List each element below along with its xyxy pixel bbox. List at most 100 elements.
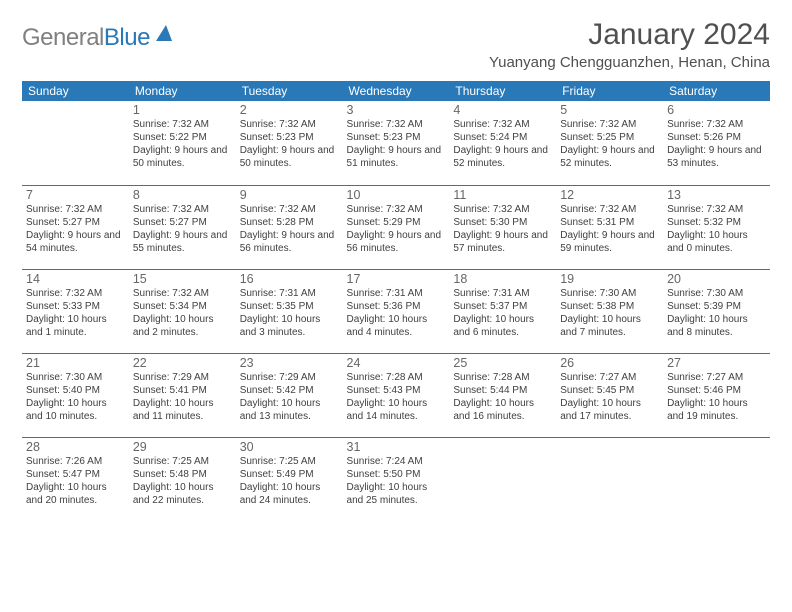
sunrise-line: Sunrise: 7:32 AM — [667, 118, 766, 131]
daylight-line: Daylight: 10 hours and 13 minutes. — [240, 397, 339, 423]
sunset-line: Sunset: 5:49 PM — [240, 468, 339, 481]
sunset-line: Sunset: 5:43 PM — [347, 384, 446, 397]
calendar-table: SundayMondayTuesdayWednesdayThursdayFrid… — [22, 81, 770, 521]
daylight-line: Daylight: 9 hours and 59 minutes. — [560, 229, 659, 255]
calendar-row: 28Sunrise: 7:26 AMSunset: 5:47 PMDayligh… — [22, 437, 770, 521]
calendar-cell: 3Sunrise: 7:32 AMSunset: 5:23 PMDaylight… — [343, 101, 450, 185]
sunrise-line: Sunrise: 7:32 AM — [560, 203, 659, 216]
calendar-header-row: SundayMondayTuesdayWednesdayThursdayFrid… — [22, 81, 770, 101]
sunset-line: Sunset: 5:41 PM — [133, 384, 232, 397]
calendar-cell: 26Sunrise: 7:27 AMSunset: 5:45 PMDayligh… — [556, 353, 663, 437]
sunrise-line: Sunrise: 7:32 AM — [133, 287, 232, 300]
calendar-cell: 21Sunrise: 7:30 AMSunset: 5:40 PMDayligh… — [22, 353, 129, 437]
daylight-line: Daylight: 10 hours and 22 minutes. — [133, 481, 232, 507]
day-number: 25 — [453, 356, 552, 370]
logo: GeneralBlue — [22, 18, 176, 52]
daylight-line: Daylight: 9 hours and 53 minutes. — [667, 144, 766, 170]
sunset-line: Sunset: 5:48 PM — [133, 468, 232, 481]
calendar-row: 21Sunrise: 7:30 AMSunset: 5:40 PMDayligh… — [22, 353, 770, 437]
calendar-cell — [663, 437, 770, 521]
daylight-line: Daylight: 10 hours and 11 minutes. — [133, 397, 232, 423]
sunrise-line: Sunrise: 7:30 AM — [26, 371, 125, 384]
day-number: 7 — [26, 188, 125, 202]
day-number: 23 — [240, 356, 339, 370]
sunset-line: Sunset: 5:46 PM — [667, 384, 766, 397]
sunrise-line: Sunrise: 7:29 AM — [133, 371, 232, 384]
sunrise-line: Sunrise: 7:32 AM — [133, 203, 232, 216]
daylight-line: Daylight: 9 hours and 50 minutes. — [133, 144, 232, 170]
sunrise-line: Sunrise: 7:29 AM — [240, 371, 339, 384]
sunset-line: Sunset: 5:24 PM — [453, 131, 552, 144]
logo-text-blue: Blue — [104, 24, 150, 52]
calendar-cell: 19Sunrise: 7:30 AMSunset: 5:38 PMDayligh… — [556, 269, 663, 353]
day-number: 8 — [133, 188, 232, 202]
daylight-line: Daylight: 9 hours and 55 minutes. — [133, 229, 232, 255]
daylight-line: Daylight: 10 hours and 19 minutes. — [667, 397, 766, 423]
sunrise-line: Sunrise: 7:31 AM — [240, 287, 339, 300]
calendar-cell: 25Sunrise: 7:28 AMSunset: 5:44 PMDayligh… — [449, 353, 556, 437]
sunset-line: Sunset: 5:33 PM — [26, 300, 125, 313]
sunrise-line: Sunrise: 7:27 AM — [667, 371, 766, 384]
daylight-line: Daylight: 9 hours and 56 minutes. — [347, 229, 446, 255]
day-number: 1 — [133, 103, 232, 117]
daylight-line: Daylight: 10 hours and 20 minutes. — [26, 481, 125, 507]
sunrise-line: Sunrise: 7:32 AM — [240, 118, 339, 131]
sunset-line: Sunset: 5:32 PM — [667, 216, 766, 229]
sunrise-line: Sunrise: 7:32 AM — [347, 118, 446, 131]
daylight-line: Daylight: 10 hours and 25 minutes. — [347, 481, 446, 507]
sunset-line: Sunset: 5:23 PM — [240, 131, 339, 144]
sunset-line: Sunset: 5:38 PM — [560, 300, 659, 313]
header: GeneralBlue January 2024 Yuanyang Chengg… — [22, 18, 770, 71]
sunrise-line: Sunrise: 7:31 AM — [453, 287, 552, 300]
sunrise-line: Sunrise: 7:30 AM — [667, 287, 766, 300]
sunset-line: Sunset: 5:27 PM — [133, 216, 232, 229]
day-number: 13 — [667, 188, 766, 202]
column-header: Friday — [556, 81, 663, 101]
column-header: Tuesday — [236, 81, 343, 101]
logo-text-general: General — [22, 24, 104, 52]
sunrise-line: Sunrise: 7:26 AM — [26, 455, 125, 468]
day-number: 24 — [347, 356, 446, 370]
calendar-cell: 24Sunrise: 7:28 AMSunset: 5:43 PMDayligh… — [343, 353, 450, 437]
daylight-line: Daylight: 10 hours and 3 minutes. — [240, 313, 339, 339]
sunrise-line: Sunrise: 7:25 AM — [133, 455, 232, 468]
calendar-cell: 6Sunrise: 7:32 AMSunset: 5:26 PMDaylight… — [663, 101, 770, 185]
sunrise-line: Sunrise: 7:28 AM — [453, 371, 552, 384]
calendar-cell: 13Sunrise: 7:32 AMSunset: 5:32 PMDayligh… — [663, 185, 770, 269]
calendar-cell: 20Sunrise: 7:30 AMSunset: 5:39 PMDayligh… — [663, 269, 770, 353]
sunset-line: Sunset: 5:37 PM — [453, 300, 552, 313]
day-number: 17 — [347, 272, 446, 286]
calendar-cell: 15Sunrise: 7:32 AMSunset: 5:34 PMDayligh… — [129, 269, 236, 353]
column-header: Thursday — [449, 81, 556, 101]
daylight-line: Daylight: 10 hours and 17 minutes. — [560, 397, 659, 423]
column-header: Saturday — [663, 81, 770, 101]
calendar-cell: 10Sunrise: 7:32 AMSunset: 5:29 PMDayligh… — [343, 185, 450, 269]
logo-sail-icon — [154, 23, 176, 43]
month-title: January 2024 — [489, 18, 770, 52]
sunset-line: Sunset: 5:25 PM — [560, 131, 659, 144]
sunset-line: Sunset: 5:40 PM — [26, 384, 125, 397]
sunrise-line: Sunrise: 7:32 AM — [347, 203, 446, 216]
daylight-line: Daylight: 9 hours and 51 minutes. — [347, 144, 446, 170]
sunrise-line: Sunrise: 7:32 AM — [453, 203, 552, 216]
day-number: 28 — [26, 440, 125, 454]
sunrise-line: Sunrise: 7:25 AM — [240, 455, 339, 468]
sunset-line: Sunset: 5:22 PM — [133, 131, 232, 144]
day-number: 14 — [26, 272, 125, 286]
calendar-cell: 8Sunrise: 7:32 AMSunset: 5:27 PMDaylight… — [129, 185, 236, 269]
column-header: Monday — [129, 81, 236, 101]
daylight-line: Daylight: 9 hours and 50 minutes. — [240, 144, 339, 170]
calendar-cell: 27Sunrise: 7:27 AMSunset: 5:46 PMDayligh… — [663, 353, 770, 437]
day-number: 12 — [560, 188, 659, 202]
calendar-cell: 31Sunrise: 7:24 AMSunset: 5:50 PMDayligh… — [343, 437, 450, 521]
day-number: 2 — [240, 103, 339, 117]
day-number: 30 — [240, 440, 339, 454]
sunset-line: Sunset: 5:27 PM — [26, 216, 125, 229]
daylight-line: Daylight: 9 hours and 57 minutes. — [453, 229, 552, 255]
sunrise-line: Sunrise: 7:32 AM — [560, 118, 659, 131]
daylight-line: Daylight: 10 hours and 8 minutes. — [667, 313, 766, 339]
sunrise-line: Sunrise: 7:31 AM — [347, 287, 446, 300]
calendar-cell: 5Sunrise: 7:32 AMSunset: 5:25 PMDaylight… — [556, 101, 663, 185]
day-number: 22 — [133, 356, 232, 370]
sunset-line: Sunset: 5:28 PM — [240, 216, 339, 229]
